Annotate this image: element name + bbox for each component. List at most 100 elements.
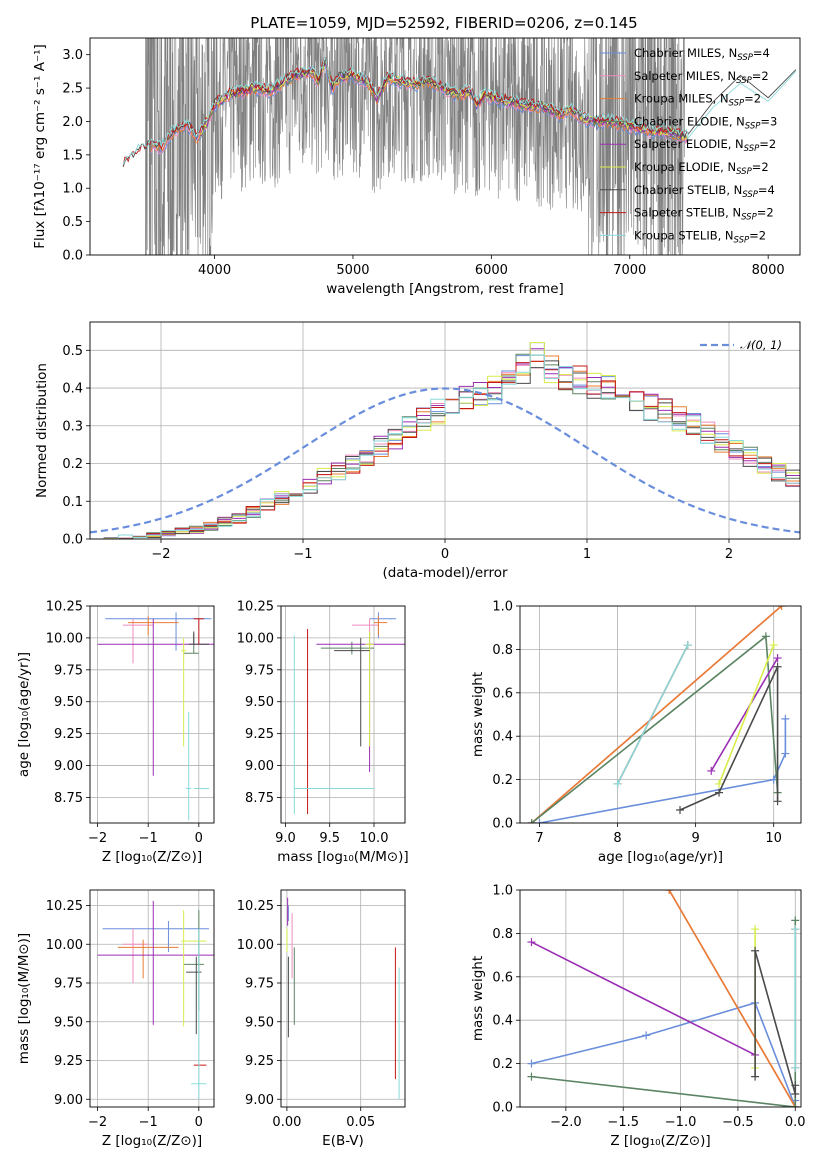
y-tick-label: 9.50 (54, 1015, 83, 1030)
plot-area-spectrum (122, 38, 797, 255)
x-tick-label: 8 (613, 831, 621, 846)
y-axis-label: Normed distribution (34, 363, 50, 498)
weight-line-kroupa-elodie (718, 644, 775, 785)
y-tick-label: 9.25 (245, 727, 274, 742)
y-tick-label: 9.25 (245, 1054, 274, 1069)
x-tick-label: −0.5 (722, 1115, 754, 1130)
axes-frame (89, 889, 215, 1108)
weight-line-kroupa-miles (668, 890, 796, 1107)
legend-entry: Kroupa ELODIE, NSSP=2 (634, 160, 769, 177)
x-axis-label: (data-model)/error (382, 565, 508, 581)
x-axis-label: age [log₁₀(age/yr)] (598, 849, 723, 865)
model-line-kroupa-stelib (122, 57, 797, 166)
x-tick-label: −1 (293, 547, 312, 562)
weight-marker-chabrier-stelib (773, 797, 782, 806)
y-tick-label: 1.0 (492, 884, 513, 899)
y-tick-label: 0.2 (492, 773, 513, 788)
weight-line-kroupa-stelib (616, 644, 689, 785)
plot-area-weight-vs-Z (527, 890, 800, 1107)
axes-frame (89, 37, 801, 256)
x-axis-label: Z [log₁₀(Z/Z⊙)] (610, 1133, 710, 1149)
plot-area-residuals (90, 341, 800, 539)
axes-weight-vs-age: 7 8 9 10 0.0 0.2 0.4 0.6 0.8 1.0 age [log₁₀(age/yr… (470, 600, 802, 865)
x-tick-label: 0.0 (785, 1115, 806, 1130)
y-tick-label: 9.25 (54, 727, 83, 742)
x-tick-label: −1 (139, 1115, 158, 1130)
legend: Chabrier MILES, NSSP=4 Salpeter MILES, NS… (600, 46, 777, 245)
weight-marker-kroupa-miles (665, 890, 674, 894)
y-tick-label: 10.00 (237, 631, 274, 646)
x-tick-label: 8000 (752, 263, 785, 278)
weight-marker-chabrier-elodie (527, 1072, 536, 1081)
x-tick-label: 7 (535, 831, 543, 846)
y-tick-label: 0.4 (62, 382, 83, 397)
y-tick-label: 0.0 (492, 817, 513, 832)
axes-weight-vs-Z: −2.0 −1.5 −1.0 −0.5 0.0 0.0 0.2 0.4 0.6 0.8 1.0 Z [… (470, 884, 806, 1150)
y-tick-label: 10.25 (237, 600, 274, 615)
y-tick-label: 0.4 (492, 730, 513, 745)
y-tick-label: 0.5 (62, 215, 83, 230)
weight-marker-chabrier-miles (781, 714, 790, 723)
plot-area-age-vs-Z (97, 612, 214, 821)
x-tick-label: 9 (691, 831, 699, 846)
y-tick-label: 0.5 (62, 344, 83, 359)
y-tick-label: 0.0 (62, 533, 83, 548)
weight-marker-chabrier-elodie (791, 1103, 800, 1107)
y-axis-label: age [log₁₀(age/yr)] (16, 652, 32, 777)
x-tick-label: 0.05 (346, 1115, 375, 1130)
y-tick-label: 0.4 (492, 1014, 513, 1029)
x-tick-label: −1 (139, 831, 158, 846)
y-tick-label: 0.6 (492, 970, 513, 985)
y-tick-label: 1.0 (62, 182, 83, 197)
y-tick-label: 9.75 (245, 977, 274, 992)
weight-marker-chabrier-stelib (773, 662, 782, 671)
legend-entry: Chabrier STELIB, NSSP=4 (634, 183, 775, 200)
model-line-salpeter-stelib (122, 57, 689, 166)
y-tick-label: 9.00 (245, 759, 274, 774)
weight-marker-kroupa-elodie (769, 641, 778, 650)
y-tick-label: 8.75 (54, 791, 83, 806)
legend-entry: Salpeter STELIB, NSSP=2 (634, 206, 774, 223)
weight-marker-kroupa-stelib (613, 779, 622, 788)
axes-frame (280, 889, 406, 1108)
weight-marker-kroupa-miles (777, 606, 786, 610)
y-tick-label: 0.2 (492, 1057, 513, 1072)
weight-marker-salpeter-elodie (707, 766, 716, 775)
weight-line-salpeter-elodie (531, 941, 756, 1056)
legend-entry-gaussian: 𝒩(0, 1) (740, 338, 782, 352)
y-tick-label: 10.25 (46, 899, 83, 914)
y-tick-label: 9.00 (245, 1093, 274, 1108)
y-tick-label: 9.75 (54, 977, 83, 992)
y-axis-label: Flux [fλ10⁻¹⁷ erg cm⁻² s⁻¹ A⁻¹] (32, 44, 48, 249)
x-tick-label: 10 (765, 831, 782, 846)
x-axis-label: E(B-V) (322, 1133, 364, 1149)
y-tick-label: 2.0 (62, 115, 83, 130)
weight-marker-chabrier-miles (642, 1031, 651, 1040)
y-axis-label: mass [log₁₀(M/M⊙)] (16, 933, 32, 1064)
weight-line-kroupa-miles (531, 606, 783, 823)
weight-marker-chabrier-miles (527, 1059, 536, 1068)
x-tick-label: −2 (151, 547, 170, 562)
legend-entry: Salpeter ELODIE, NSSP=2 (634, 137, 776, 154)
y-tick-label: 0.1 (62, 495, 83, 510)
y-tick-label: 1.5 (62, 148, 83, 163)
y-tick-label: 2.5 (62, 82, 83, 97)
x-tick-label: 6000 (475, 263, 508, 278)
x-axis-label: mass [log₁₀(M/M⊙)] (277, 849, 408, 865)
axes-frame (89, 321, 801, 540)
legend-entry: Kroupa MILES, NSSP=2 (634, 92, 761, 109)
y-tick-label: 0.0 (492, 1101, 513, 1116)
x-axis-label: wavelength [Angstrom, rest frame] (326, 281, 564, 297)
weight-marker-salpeter-elodie (773, 654, 782, 663)
x-tick-label: 0 (441, 547, 449, 562)
weight-line-chabrier-miles (539, 718, 787, 823)
weight-marker-chabrier-miles (781, 749, 790, 758)
x-axis-label: Z [log₁₀(Z/Z⊙)] (102, 849, 202, 865)
weight-marker-chabrier-stelib (751, 946, 760, 955)
weight-marker-chabrier-miles (535, 819, 544, 823)
x-tick-label: −2 (88, 831, 107, 846)
x-tick-label: 9.0 (275, 831, 296, 846)
legend-entry: Chabrier ELODIE, NSSP=3 (634, 114, 777, 131)
x-tick-label: −2 (88, 1115, 107, 1130)
